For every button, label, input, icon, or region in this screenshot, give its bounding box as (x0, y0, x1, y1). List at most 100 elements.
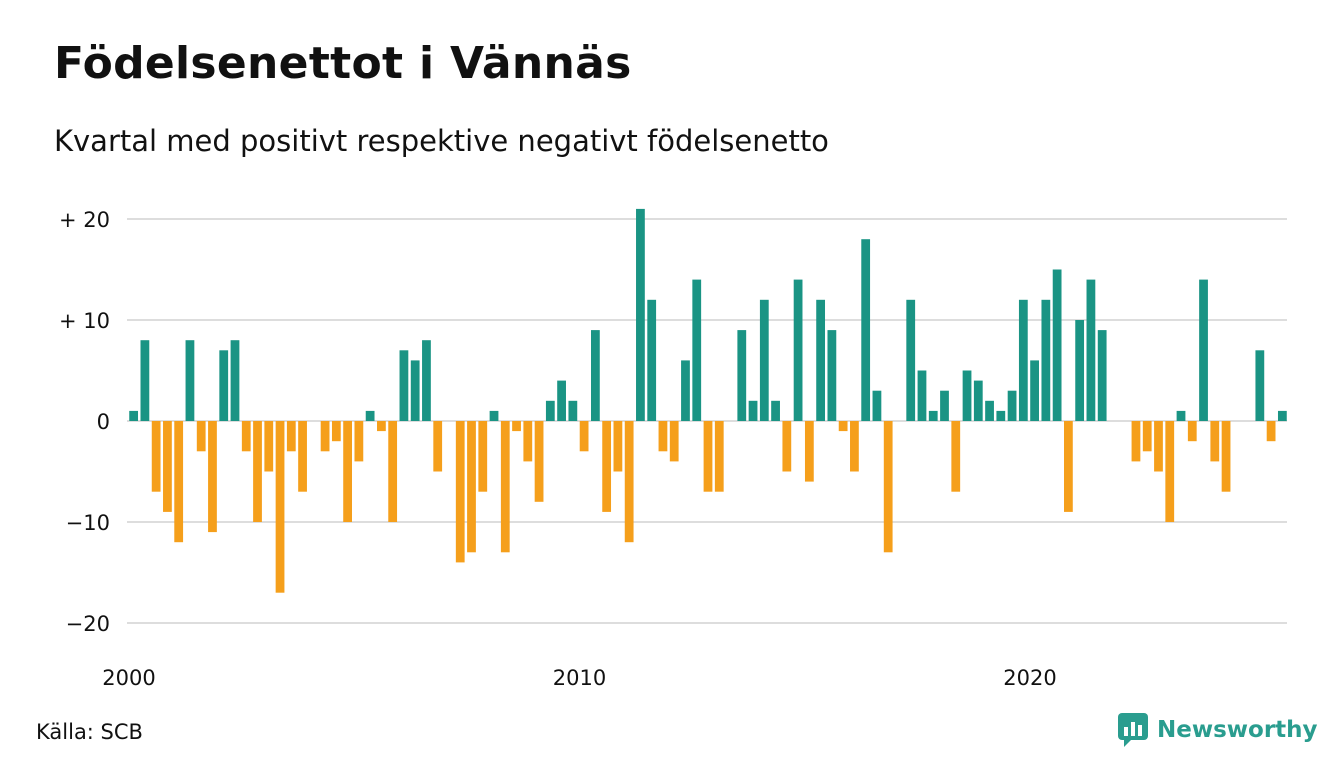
bar-negative (838, 421, 848, 432)
bar-negative (512, 421, 521, 432)
bar-negative (478, 421, 488, 492)
bar-positive (557, 380, 566, 421)
bar-negative (850, 421, 859, 472)
bar-positive (1018, 299, 1028, 421)
bar-negative (669, 421, 679, 462)
y-axis-labels: + 20 + 10 0 −10 −20 (59, 208, 110, 636)
bar-negative (579, 421, 589, 452)
bar-negative (1221, 421, 1231, 492)
bar-positive (985, 400, 994, 421)
bar-positive (1277, 410, 1287, 421)
bar-positive (737, 330, 747, 421)
bar-positive (129, 410, 139, 421)
bar-positive (365, 410, 375, 421)
bar-negative (320, 421, 330, 452)
bar-negative (883, 421, 893, 553)
bar-positive (1086, 279, 1096, 421)
bar-negative (377, 421, 386, 432)
bar-positive (996, 410, 1006, 421)
bar-positive (422, 340, 431, 421)
bar-negative (241, 421, 251, 452)
bar-negative (534, 421, 544, 502)
bar-positive (1199, 279, 1208, 421)
bar-positive (861, 239, 871, 421)
bar-negative (343, 421, 352, 522)
bar-positive (545, 400, 555, 421)
bar-negative (264, 421, 274, 472)
bar-negative (1142, 421, 1152, 452)
x-axis-labels: 2000 2010 2020 (102, 666, 1056, 690)
bar-positive (692, 279, 702, 421)
bar-positive (1075, 320, 1085, 421)
bar-negative (714, 421, 724, 492)
bar-negative (163, 421, 172, 512)
y-tick-label: + 10 (59, 309, 110, 333)
bar-positive (872, 390, 882, 421)
bar-positive (1041, 299, 1051, 421)
bar-positive (1007, 390, 1017, 421)
bar-positive (906, 299, 916, 421)
bar-positive (793, 279, 803, 421)
bar-positive (928, 410, 938, 421)
chart-subtitle: Kvartal med positivt respektive negativt… (54, 124, 829, 158)
brand-logo[interactable]: Newsworthy (1118, 713, 1318, 747)
bar-negative (782, 421, 792, 472)
brand-name: Newsworthy (1157, 717, 1318, 743)
bar-negative (208, 421, 217, 533)
bars (129, 208, 1287, 593)
bar-positive (219, 350, 229, 421)
bar-positive (1030, 360, 1039, 421)
bar-positive (1255, 350, 1265, 421)
bar-positive (771, 400, 780, 421)
bar-positive (748, 400, 758, 421)
bar-negative (455, 421, 465, 563)
bar-negative (354, 421, 364, 462)
x-tick-label: 2010 (553, 666, 606, 690)
bar-negative (500, 421, 510, 553)
bar-negative (467, 421, 476, 553)
bar-negative (286, 421, 296, 452)
bar-negative (613, 421, 623, 472)
source-note: Källa: SCB (36, 720, 143, 744)
bar-negative (253, 421, 262, 522)
bar-negative (1154, 421, 1163, 472)
bar-negative (602, 421, 612, 512)
bar-negative (196, 421, 206, 452)
bar-negative (174, 421, 184, 543)
bar-negative (1131, 421, 1141, 462)
bar-negative (1187, 421, 1197, 442)
bar-positive (973, 380, 983, 421)
bar-negative (523, 421, 533, 462)
bar-negative (331, 421, 341, 442)
bar-positive (185, 340, 195, 421)
bar-positive (759, 299, 769, 421)
bar-negative (388, 421, 398, 522)
bar-positive (940, 390, 949, 421)
bar-negative (298, 421, 307, 492)
y-tick-label: −10 (66, 511, 110, 535)
bar-negative (1064, 421, 1073, 512)
bar-negative (703, 421, 713, 492)
bar-positive (590, 330, 600, 421)
bar-positive (399, 350, 409, 421)
bar-negative (1165, 421, 1175, 522)
bar-positive (827, 330, 837, 421)
bar-negative (658, 421, 668, 452)
bar-positive (917, 370, 927, 421)
bar-negative (433, 421, 443, 472)
y-tick-label: −20 (66, 612, 110, 636)
bar-chart: + 20 + 10 0 −10 −20 2000 2010 2020 (59, 208, 1287, 690)
y-tick-label: 0 (97, 410, 110, 434)
bar-negative (624, 421, 634, 543)
y-tick-label: + 20 (59, 208, 110, 232)
bar-positive (140, 340, 150, 421)
bar-positive (568, 400, 578, 421)
x-tick-label: 2020 (1003, 666, 1056, 690)
newsworthy-logo-icon (1118, 713, 1148, 747)
bar-positive (962, 370, 972, 421)
bar-positive (647, 299, 657, 421)
chart-title: Födelsenettot i Vännäs (54, 38, 632, 89)
bar-positive (681, 360, 690, 421)
bar-positive (410, 360, 420, 421)
bar-negative (804, 421, 814, 482)
